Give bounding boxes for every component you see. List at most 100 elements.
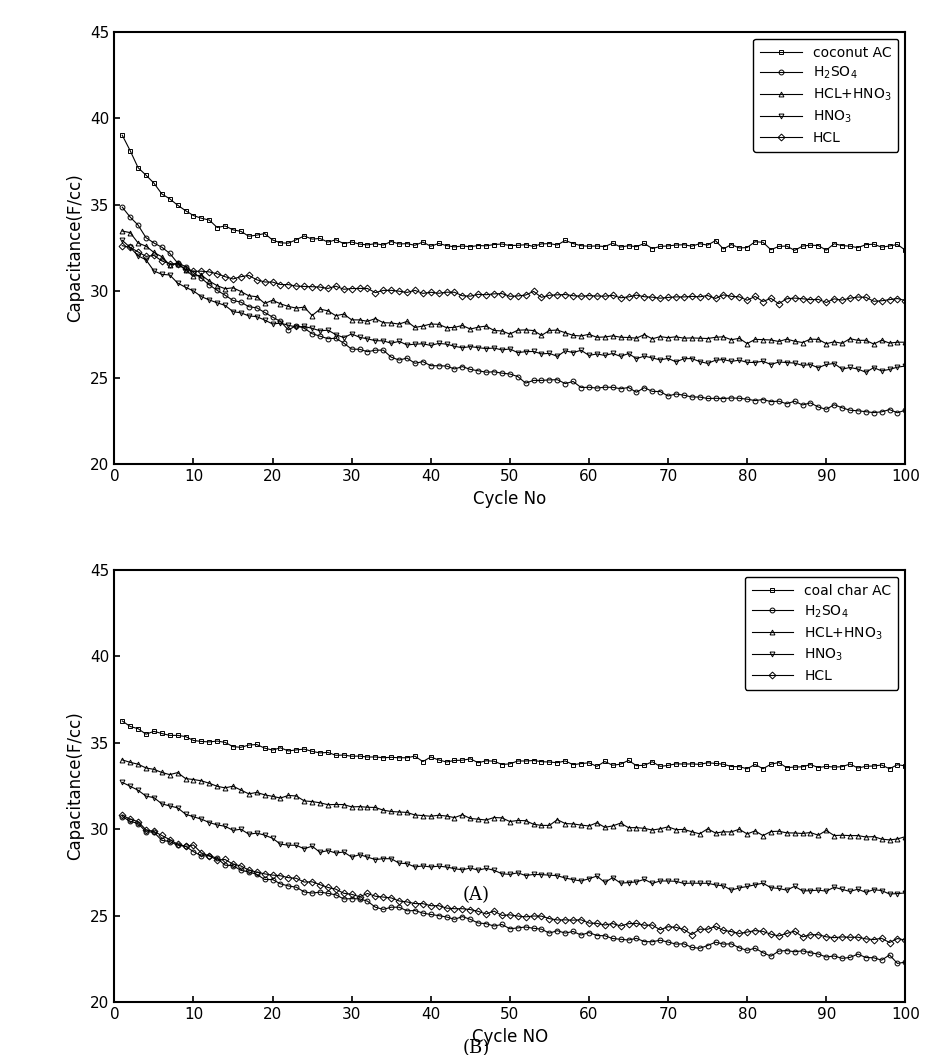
HNO$_3$: [583, 872, 594, 885]
HCL+HNO$_3$: [116, 225, 128, 237]
HNO$_3$: [267, 832, 278, 845]
HNO$_3$: [298, 843, 309, 856]
HCL+HNO$_3$: [267, 294, 278, 307]
H$_2$SO$_4$: [267, 874, 278, 886]
Legend: coal char AC, H$_2$SO$_4$, HCL+HNO$_3$, HNO$_3$, HCL: coal char AC, H$_2$SO$_4$, HCL+HNO$_3$, …: [744, 577, 898, 690]
Line: H$_2$SO$_4$: H$_2$SO$_4$: [120, 205, 907, 416]
HCL: [772, 298, 783, 310]
H$_2$SO$_4$: [583, 381, 594, 394]
HCL+HNO$_3$: [836, 829, 847, 842]
HNO$_3$: [883, 887, 894, 900]
HCL+HNO$_3$: [298, 794, 309, 807]
coconut AC: [899, 244, 910, 256]
Line: HNO$_3$: HNO$_3$: [120, 237, 907, 375]
HCL+HNO$_3$: [298, 301, 309, 313]
Text: (B): (B): [463, 1039, 489, 1055]
Y-axis label: Capacitance(F/cc): Capacitance(F/cc): [67, 174, 85, 322]
HCL+HNO$_3$: [116, 753, 128, 766]
HCL: [116, 239, 128, 252]
HCL+HNO$_3$: [836, 337, 847, 349]
Text: (A): (A): [463, 886, 489, 904]
HNO$_3$: [899, 360, 910, 372]
HCL: [520, 910, 531, 923]
HNO$_3$: [116, 234, 128, 247]
Line: H$_2$SO$_4$: H$_2$SO$_4$: [120, 814, 907, 965]
Line: coal char AC: coal char AC: [120, 718, 907, 771]
coal char AC: [583, 756, 594, 769]
Line: coconut AC: coconut AC: [120, 133, 907, 253]
HCL: [116, 809, 128, 822]
coconut AC: [116, 129, 128, 141]
HCL: [298, 281, 309, 293]
HCL: [867, 295, 879, 308]
HNO$_3$: [859, 886, 870, 899]
HCL: [859, 933, 870, 945]
X-axis label: Cycle No: Cycle No: [473, 490, 545, 507]
coal char AC: [867, 760, 879, 772]
HCL+HNO$_3$: [859, 830, 870, 843]
H$_2$SO$_4$: [836, 952, 847, 964]
coconut AC: [843, 239, 855, 252]
HCL+HNO$_3$: [899, 830, 910, 843]
HNO$_3$: [836, 363, 847, 376]
HNO$_3$: [836, 883, 847, 896]
HCL+HNO$_3$: [883, 833, 894, 846]
HCL: [899, 934, 910, 946]
HCL: [298, 876, 309, 888]
H$_2$SO$_4$: [899, 956, 910, 968]
HCL+HNO$_3$: [899, 335, 910, 348]
H$_2$SO$_4$: [583, 926, 594, 939]
HNO$_3$: [899, 886, 910, 899]
HCL: [899, 294, 910, 307]
coal char AC: [520, 754, 531, 767]
coconut AC: [520, 238, 531, 251]
HCL+HNO$_3$: [583, 820, 594, 832]
coal char AC: [843, 757, 855, 770]
HNO$_3$: [520, 345, 531, 358]
HCL: [267, 868, 278, 881]
HNO$_3$: [583, 349, 594, 362]
H$_2$SO$_4$: [116, 200, 128, 213]
H$_2$SO$_4$: [891, 957, 902, 970]
H$_2$SO$_4$: [859, 405, 870, 418]
H$_2$SO$_4$: [520, 377, 531, 389]
HCL: [520, 289, 531, 302]
H$_2$SO$_4$: [298, 885, 309, 898]
coconut AC: [788, 244, 800, 256]
HCL+HNO$_3$: [267, 790, 278, 803]
Line: HCL: HCL: [120, 244, 907, 306]
H$_2$SO$_4$: [116, 810, 128, 823]
HNO$_3$: [859, 366, 870, 379]
coal char AC: [116, 714, 128, 727]
H$_2$SO$_4$: [891, 406, 902, 419]
H$_2$SO$_4$: [267, 311, 278, 324]
HCL: [583, 289, 594, 302]
Line: HCL: HCL: [120, 812, 907, 945]
H$_2$SO$_4$: [520, 921, 531, 934]
Y-axis label: Capacitance(F/cc): Capacitance(F/cc): [67, 712, 85, 860]
HCL+HNO$_3$: [867, 338, 879, 350]
HCL: [883, 936, 894, 948]
HCL+HNO$_3$: [583, 328, 594, 341]
HCL: [267, 275, 278, 288]
coconut AC: [867, 237, 879, 250]
HNO$_3$: [867, 361, 879, 373]
HCL: [836, 931, 847, 943]
coconut AC: [298, 230, 309, 243]
coal char AC: [267, 744, 278, 756]
Line: HCL+HNO$_3$: HCL+HNO$_3$: [120, 229, 907, 346]
Line: HNO$_3$: HNO$_3$: [120, 780, 907, 897]
HNO$_3$: [520, 869, 531, 882]
HNO$_3$: [116, 776, 128, 789]
H$_2$SO$_4$: [859, 952, 870, 964]
coal char AC: [899, 760, 910, 772]
HCL: [583, 917, 594, 929]
H$_2$SO$_4$: [899, 404, 910, 417]
Line: HCL+HNO$_3$: HCL+HNO$_3$: [120, 757, 907, 842]
Legend: coconut AC, H$_2$SO$_4$, HCL+HNO$_3$, HNO$_3$, HCL: coconut AC, H$_2$SO$_4$, HCL+HNO$_3$, HN…: [752, 39, 898, 152]
X-axis label: Cycle NO: Cycle NO: [471, 1028, 547, 1046]
coconut AC: [267, 233, 278, 246]
coconut AC: [583, 239, 594, 252]
coal char AC: [741, 763, 752, 775]
coal char AC: [298, 743, 309, 755]
